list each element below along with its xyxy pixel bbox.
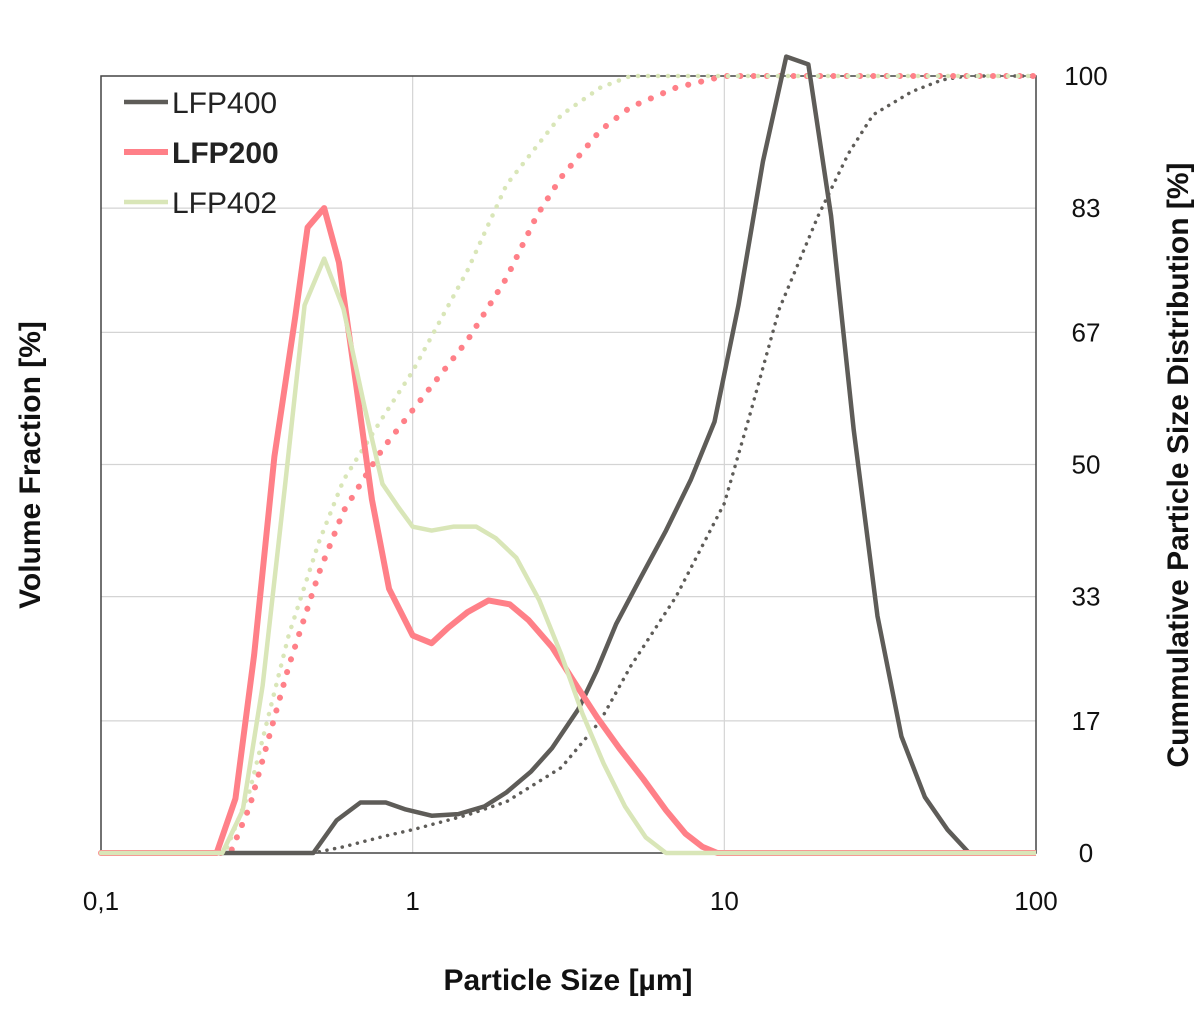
plot-area-frame <box>100 75 1037 854</box>
x-tick-label: 0,1 <box>83 886 119 916</box>
right-tick-label: 0 <box>1079 838 1093 868</box>
legend: LFP400 LFP200 LFP402 <box>124 87 279 220</box>
right-tick-label: 83 <box>1072 193 1101 223</box>
legend-label: LFP402 <box>172 187 277 220</box>
right-tick-label: 67 <box>1072 317 1101 347</box>
series-layer <box>98 54 1039 856</box>
series-line-lfp402-cumulative <box>98 73 1039 856</box>
right-tick-label: 17 <box>1072 706 1101 736</box>
right-axis-title: Cummulative Particle Size Distribution [… <box>1162 162 1195 767</box>
right-tick-label: 50 <box>1072 450 1101 480</box>
left-axis-title: Volume Fraction [%] <box>14 321 47 609</box>
x-axis-title: Particle Size [µm] <box>443 964 692 997</box>
series-line-lfp400-frequency <box>101 54 1036 856</box>
series-line-lfp200-frequency <box>101 205 1036 856</box>
right-tick-label: 33 <box>1072 582 1101 612</box>
right-axis-ticks: 0 17 33 50 67 83 100 <box>1064 61 1107 868</box>
x-tick-label: 10 <box>710 886 739 916</box>
series-line-lfp402-frequency <box>101 256 1036 856</box>
x-tick-label: 1 <box>405 886 419 916</box>
legend-label: LFP400 <box>172 87 277 120</box>
series-line-lfp200-cumulative <box>98 73 1039 856</box>
x-axis-ticks: 0,1 1 10 100 <box>83 886 1058 916</box>
right-tick-label: 100 <box>1064 61 1107 91</box>
x-tick-label: 100 <box>1014 886 1057 916</box>
legend-label: LFP200 <box>172 137 279 170</box>
